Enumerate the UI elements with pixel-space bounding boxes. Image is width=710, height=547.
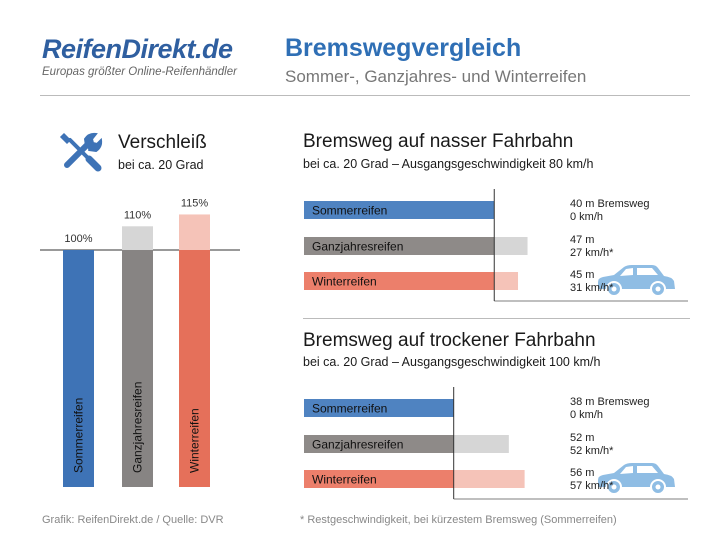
bar-extra-winter bbox=[179, 214, 210, 250]
annotation-sommer-1: 0 km/h bbox=[570, 211, 603, 223]
page-title: Bremswegvergleich bbox=[285, 34, 522, 62]
category-label-ganzjahres: Ganzjahresreifen bbox=[312, 240, 403, 254]
bar-sommer bbox=[304, 399, 454, 417]
footnote: * Restgeschwindigkeit, bei kürzestem Bre… bbox=[300, 514, 617, 526]
bar-extra-ganzjahres bbox=[122, 226, 153, 250]
dry-chart-subtitle: bei ca. 20 Grad – Ausgangsgeschwindigkei… bbox=[303, 355, 601, 369]
wrench-screwdriver-icon bbox=[59, 132, 103, 172]
annotation-sommer-1: 0 km/h bbox=[570, 409, 603, 421]
value-label-sommer: 100% bbox=[64, 233, 92, 245]
category-label-winter: Winterreifen bbox=[188, 408, 202, 473]
wear-chart: 100% Sommerreifen 110% Ganzjahresreifen 115%… bbox=[40, 197, 240, 487]
category-label-ganzjahres: Ganzjahresreifen bbox=[312, 438, 403, 452]
value-label-winter: 115% bbox=[181, 197, 209, 209]
annotation-ganzjahres-1: 27 km/h* bbox=[570, 247, 614, 259]
annotation-sommer-0: 40 m Bremsweg bbox=[570, 198, 649, 210]
logo-tagline: Europas größter Online-Reifenhändler bbox=[42, 66, 237, 78]
bar-ganzjahres bbox=[304, 435, 454, 453]
annotation-winter-1: 57 km/h* bbox=[570, 480, 614, 492]
category-label-winter: Winterreifen bbox=[312, 473, 377, 487]
annotation-ganzjahres-1: 52 km/h* bbox=[570, 445, 614, 457]
value-label-ganzjahres: 110% bbox=[124, 209, 152, 221]
page-subtitle: Sommer-, Ganzjahres- und Winterreifen bbox=[285, 67, 587, 86]
wet-chart-subtitle: bei ca. 20 Grad – Ausgangsgeschwindigkei… bbox=[303, 157, 594, 171]
category-label-ganzjahres: Ganzjahresreifen bbox=[131, 382, 145, 473]
wear-chart-subtitle: bei ca. 20 Grad bbox=[118, 158, 204, 172]
bar-winter bbox=[304, 272, 495, 290]
car-icon bbox=[598, 265, 675, 297]
annotation-winter-1: 31 km/h* bbox=[570, 282, 614, 294]
car-icon bbox=[598, 463, 675, 495]
annotation-winter-0: 56 m bbox=[570, 467, 594, 479]
category-label-sommer: Sommerreifen bbox=[72, 398, 86, 473]
bar-sommer bbox=[63, 250, 94, 487]
bar-ganzjahres bbox=[304, 237, 495, 255]
wet-chart-title: Bremsweg auf nasser Fahrbahn bbox=[303, 131, 574, 152]
annotation-winter-0: 45 m bbox=[570, 269, 594, 281]
logo: ReifenDirekt.de bbox=[42, 34, 233, 64]
wear-chart-title: Verschleiß bbox=[118, 132, 207, 153]
section-divider bbox=[303, 318, 690, 319]
category-label-sommer: Sommerreifen bbox=[312, 204, 387, 218]
annotation-ganzjahres-0: 52 m bbox=[570, 432, 594, 444]
annotation-sommer-0: 38 m Bremsweg bbox=[570, 396, 649, 408]
dry-chart-title: Bremsweg auf trockener Fahrbahn bbox=[303, 330, 596, 351]
annotation-ganzjahres-0: 47 m bbox=[570, 234, 594, 246]
bar-winter bbox=[304, 470, 454, 488]
bar-ganzjahres bbox=[122, 250, 153, 487]
category-label-winter: Winterreifen bbox=[312, 275, 377, 289]
category-label-sommer: Sommerreifen bbox=[312, 402, 387, 416]
header-divider bbox=[40, 95, 690, 96]
bar-sommer bbox=[304, 201, 495, 219]
source-credit: Grafik: ReifenDirekt.de / Quelle: DVR bbox=[42, 514, 224, 526]
bar-winter bbox=[179, 250, 210, 487]
